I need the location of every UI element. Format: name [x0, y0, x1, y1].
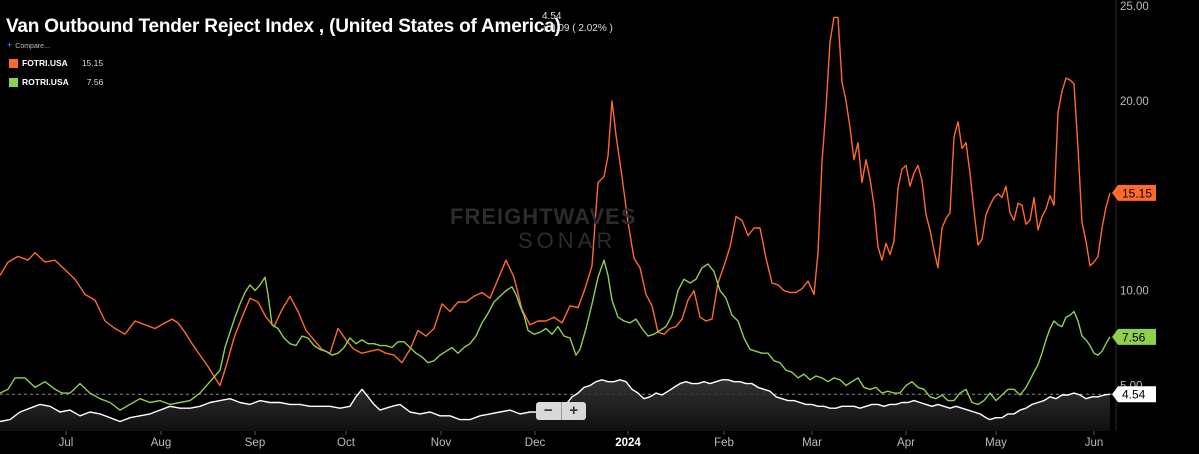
x-tick-label: Sep	[245, 437, 265, 449]
end-label-text: 15.15	[1122, 186, 1152, 200]
x-tick-label: Jun	[1085, 437, 1104, 449]
zoom-out-button[interactable]: −	[536, 402, 562, 420]
legend-value: 7.56	[86, 77, 104, 87]
series-line-votri-usa	[0, 379, 1111, 423]
watermark: FREIGHTWAVES SONAR	[450, 204, 636, 254]
x-tick-label: Oct	[337, 437, 356, 449]
legend-code: FOTRI.USA	[22, 58, 68, 68]
zoom-in-button[interactable]: +	[569, 402, 579, 419]
y-tick-label: 10.00	[1120, 286, 1149, 298]
end-label-badge	[1112, 328, 1156, 345]
end-labels: 15.15 7.56 4.54	[1112, 184, 1156, 403]
watermark-line2: SONAR	[518, 228, 617, 253]
x-tick-label: 2024	[615, 437, 641, 449]
legend-item-rotri[interactable]: ROTRI.USA 7.56	[9, 77, 103, 87]
series-line-rotri-usa	[0, 259, 1111, 411]
legend-item-fotri[interactable]: FOTRI.USA 15.15	[9, 58, 103, 68]
compare-button[interactable]: + Compare...	[7, 40, 50, 50]
x-axis: Jul Aug Sep Oct Nov Dec 2024 Feb Mar Apr May Jun	[59, 431, 1104, 449]
x-tick-label: Dec	[525, 437, 546, 449]
end-label-text: 4.54	[1122, 388, 1146, 402]
compare-label: Compare...	[15, 43, 50, 50]
legend-swatch	[9, 58, 18, 68]
change-indicator: ↑ 0.09 ( 2.02% )	[542, 23, 613, 34]
end-label-votri-usa: 4.54	[1112, 386, 1156, 403]
series-layer	[0, 16, 1111, 423]
x-tick-label: Aug	[151, 437, 171, 449]
x-tick-label: Jul	[59, 437, 74, 449]
area-layer	[0, 379, 1110, 431]
end-label-badge	[1112, 184, 1156, 201]
y-tick-label: 25.00	[1120, 1, 1149, 13]
end-label-rotri-usa: 7.56	[1112, 328, 1156, 345]
legend-code: ROTRI.USA	[22, 77, 69, 87]
series-line-fotri-usa	[0, 16, 1111, 387]
change-text: 0.09 ( 2.02% )	[550, 23, 613, 34]
x-tick-label: Mar	[802, 437, 822, 449]
end-label-badge	[1112, 386, 1156, 403]
current-value: 4.54	[542, 11, 562, 22]
x-tick-label: Nov	[431, 437, 452, 449]
x-tick-label: May	[985, 437, 1007, 449]
end-label-text: 7.56	[1122, 330, 1146, 344]
legend-swatch	[9, 77, 18, 87]
x-tick-label: Feb	[714, 437, 734, 449]
chart-title: Van Outbound Tender Reject Index , (Unit…	[6, 16, 561, 37]
plus-icon: +	[7, 40, 13, 50]
end-label-fotri-usa: 15.15	[1112, 184, 1156, 201]
area-fill-votri	[0, 379, 1110, 431]
watermark-line1: FREIGHTWAVES	[450, 204, 637, 229]
legend-value: 15.15	[81, 58, 104, 68]
up-arrow-icon: ↑	[542, 23, 547, 34]
x-tick-label: Apr	[897, 437, 915, 449]
y-tick-label: 20.00	[1120, 96, 1149, 108]
zoom-control: − +	[536, 402, 586, 420]
